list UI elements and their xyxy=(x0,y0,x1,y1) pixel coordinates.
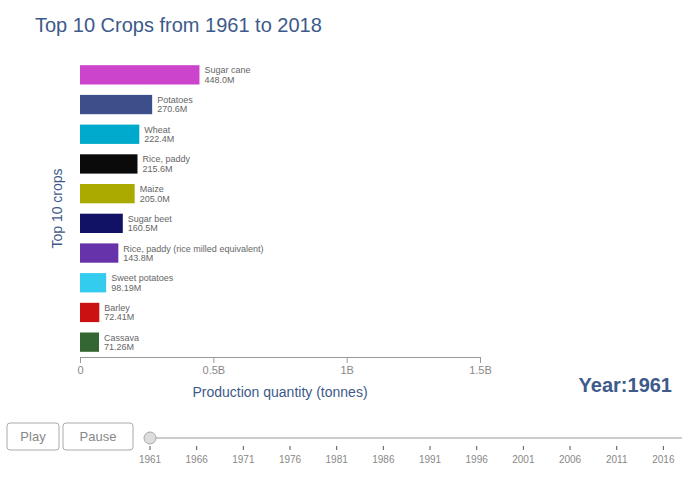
x-tick: 0.5B xyxy=(203,357,226,376)
slider-tick xyxy=(383,446,384,450)
data-label: 143.8M xyxy=(123,253,153,263)
bar xyxy=(80,95,152,114)
slider-track[interactable] xyxy=(150,437,682,439)
bar xyxy=(80,273,106,292)
slider-year-label: 1996 xyxy=(466,454,489,465)
slider-year-label: 2001 xyxy=(512,454,535,465)
slider-year-label: 1966 xyxy=(186,454,209,465)
slider-year-label: 2016 xyxy=(652,454,675,465)
x-tick: 1B xyxy=(340,357,353,376)
slider-tick xyxy=(243,446,244,450)
x-axis: 0 0.5B 1B 1.5B xyxy=(77,357,491,376)
button[interactable]: Pause xyxy=(63,423,133,450)
button[interactable]: Play xyxy=(7,423,59,450)
slider-year-label: 2011 xyxy=(606,454,628,465)
x-tick-label: 1B xyxy=(340,364,353,376)
slider-year-label: 1986 xyxy=(372,454,395,465)
x-tick-mark xyxy=(480,357,481,363)
bars xyxy=(80,65,199,352)
slider-tick xyxy=(616,446,617,450)
x-tick-mark xyxy=(80,357,81,363)
data-label: 71.26M xyxy=(104,342,134,352)
slider-year-label: 1971 xyxy=(232,454,255,465)
button-label[interactable]: Pause xyxy=(80,429,117,444)
slider-year-label: 1976 xyxy=(279,454,302,465)
x-tick-label: 1.5B xyxy=(469,364,492,376)
x-axis-line xyxy=(81,358,481,364)
data-label: 448.0M xyxy=(204,75,234,85)
data-label: 72.41M xyxy=(104,312,134,322)
slider-tick xyxy=(523,446,524,450)
bar xyxy=(80,184,135,203)
slider-year-label: 1981 xyxy=(326,454,349,465)
slider-tick xyxy=(570,446,571,450)
slider-tick xyxy=(430,446,431,450)
x-tick-mark xyxy=(347,357,348,363)
x-tick: 0 xyxy=(77,357,83,376)
data-label: 98.19M xyxy=(111,283,141,293)
slider[interactable] xyxy=(144,432,682,444)
bar xyxy=(80,125,139,144)
slider-tick xyxy=(290,446,291,450)
chart: Top 10 Crops from 1961 to 2018 0 0.5B 1B 1.5… xyxy=(0,0,700,500)
slider-tick xyxy=(150,446,151,450)
button-label[interactable]: Play xyxy=(20,429,46,444)
slider-year-label: 2006 xyxy=(559,454,582,465)
bar xyxy=(80,332,99,351)
y-axis-label: Top 10 crops xyxy=(49,168,65,248)
x-tick-label: 0 xyxy=(77,364,83,376)
button-frame[interactable] xyxy=(7,423,59,450)
x-tick: 1.5B xyxy=(469,357,492,376)
bar xyxy=(80,243,118,262)
title: Top 10 Crops from 1961 to 2018 xyxy=(35,14,322,36)
x-axis-label: Production quantity (tonnes) xyxy=(192,384,367,400)
button-frame[interactable] xyxy=(63,423,133,450)
data-label: 222.4M xyxy=(144,134,174,144)
bar xyxy=(80,65,199,84)
slider-year-label: 1961 xyxy=(139,454,162,465)
bar-labels: Sugar cane448.0MPotatoes270.6MWheat222.4… xyxy=(104,65,263,352)
x-tick-mark xyxy=(213,357,214,363)
slider-tick xyxy=(663,446,664,450)
bar xyxy=(80,303,99,322)
slider-tick xyxy=(476,446,477,450)
slider-tick xyxy=(196,446,197,450)
slider-handle[interactable] xyxy=(144,432,156,444)
slider-year-label: 1991 xyxy=(419,454,442,465)
bar xyxy=(80,214,123,233)
x-tick-label: 0.5B xyxy=(203,364,226,376)
bar xyxy=(80,154,137,173)
slider-tick xyxy=(336,446,337,450)
data-label: 205.0M xyxy=(140,194,170,204)
slider-labels: 1961 1966 1971 1976 1981 1986 1991 1996 2001 2006… xyxy=(139,446,675,465)
year-label: Year:1961 xyxy=(579,374,672,396)
data-label: 215.6M xyxy=(142,164,172,174)
data-label: 160.5M xyxy=(128,223,158,233)
data-label: 270.6M xyxy=(157,104,187,114)
